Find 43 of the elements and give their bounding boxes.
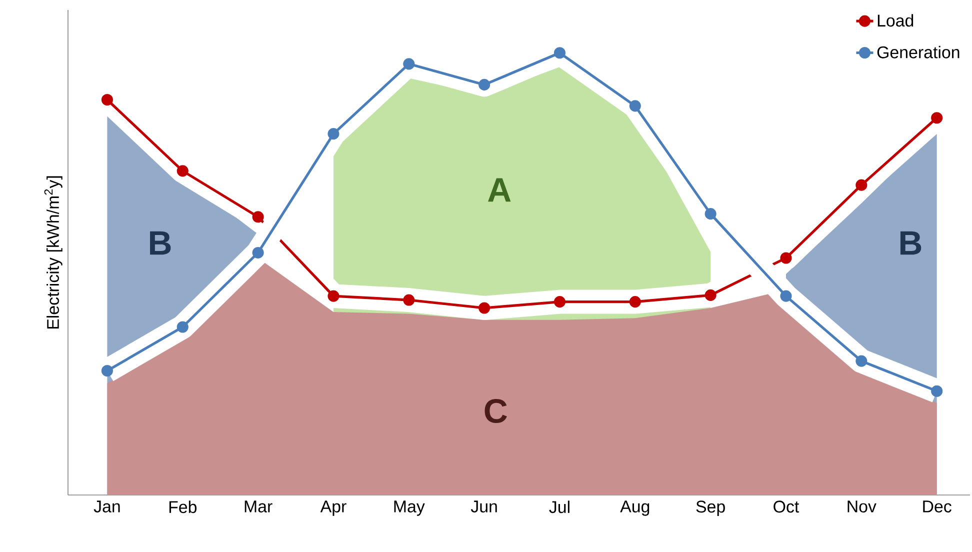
point [403,294,415,306]
x-tick-label: Feb [169,500,197,514]
annotation: C [484,399,507,423]
point [478,302,490,314]
point [252,211,264,223]
x-tick-label: Mar [244,500,272,512]
x-tick-label: Nov [848,500,876,512]
point [629,100,641,112]
point [478,78,490,90]
point [176,321,188,333]
point [856,355,868,367]
point [554,296,566,308]
point [328,290,340,302]
point [704,289,716,301]
point [780,252,792,264]
point [101,364,113,377]
x-tick-label: Jan [94,500,120,512]
legend-label: Generation [877,46,960,58]
point [704,208,716,220]
x-tick-label: Dec [923,500,952,512]
point [554,47,566,59]
annotation: B [900,231,922,255]
point [252,246,264,258]
x-tick-label: Apr [320,500,346,516]
x-tick-label: Jul [549,500,570,514]
x-tick-label: Sep [696,500,725,516]
legend-label: Load [878,14,914,27]
y-axis-title: Electricity [kWh/m$^{2}$y] [44,176,62,329]
x-tick-label: Aug [620,500,650,516]
x-tick-label: Jun [470,500,497,512]
x-tick-label: Oct [774,500,800,513]
point [629,296,641,308]
x-tick-label: May [394,500,425,516]
point [101,94,113,106]
annotation: A [488,178,511,202]
point [176,165,188,177]
point [780,290,792,302]
point [328,128,340,140]
point [931,385,943,397]
point [931,112,943,124]
point [403,58,415,70]
annotation: B [150,231,171,255]
point [856,179,868,191]
